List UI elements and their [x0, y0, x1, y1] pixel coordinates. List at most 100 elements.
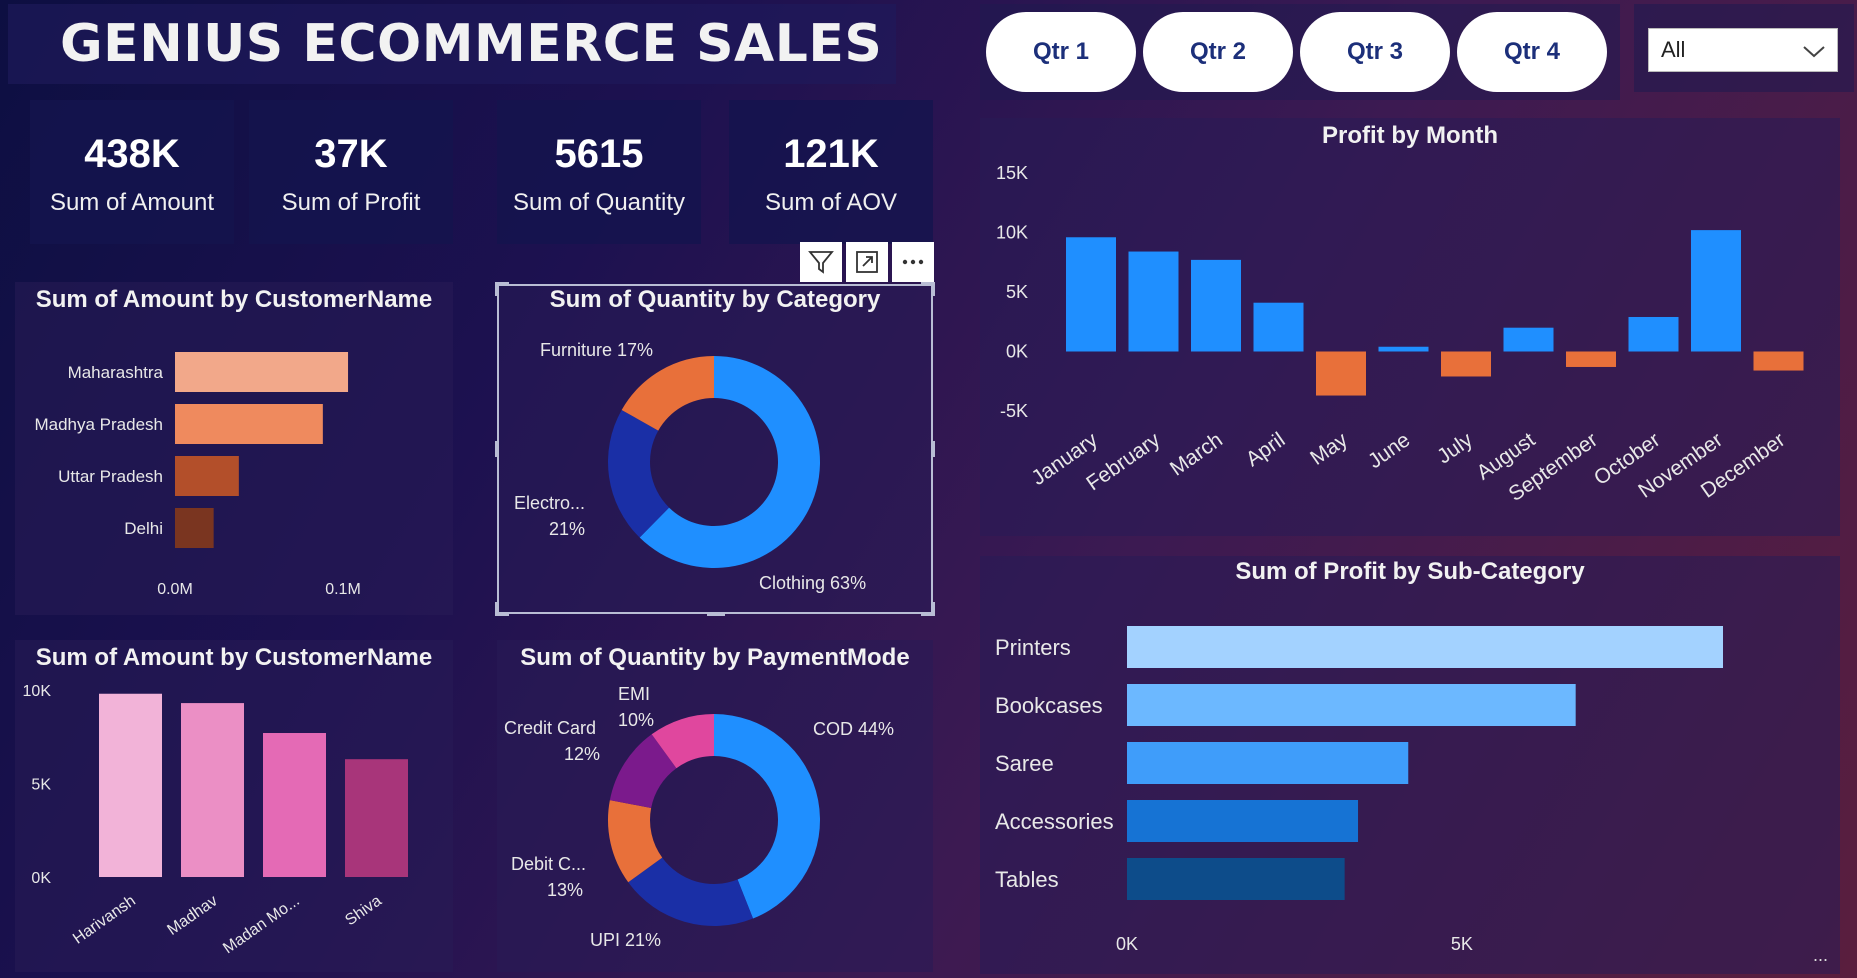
qtr-3-button[interactable]: Qtr 3 [1300, 12, 1450, 92]
resize-handle[interactable] [495, 282, 499, 296]
bar [181, 703, 244, 877]
bar [1127, 800, 1359, 842]
category-label: Maharashtra [68, 363, 164, 382]
chart-title: Sum of Amount by CustomerName [35, 644, 433, 671]
bar [345, 759, 408, 877]
kpi-card-aov: 121K Sum of AOV [729, 100, 933, 244]
amount-by-state-chart: Maharashtra Madhya Pradesh Uttar Pradesh De… [34, 352, 361, 598]
resize-handle[interactable] [495, 441, 499, 457]
chart-title: Profit by Month [1322, 122, 1498, 149]
resize-handle[interactable] [707, 612, 725, 616]
qtr-4-button[interactable]: Qtr 4 [1457, 12, 1607, 92]
dropdown-value: All [1661, 37, 1686, 62]
slice-label: 13% [547, 880, 583, 900]
quantity-by-category-chart: Clothing 63% Electro... 21% Furniture 17% [514, 340, 866, 593]
slice-label: 10% [618, 710, 654, 730]
donut-slice [628, 857, 754, 926]
bar [175, 352, 349, 392]
page-title: GENIUS ECOMMERCE SALES [60, 14, 883, 74]
resize-handle[interactable] [495, 602, 499, 616]
tick-label: 10K [23, 683, 52, 700]
slice-label: Electro... [514, 493, 585, 513]
donut-slice [609, 734, 677, 809]
chevron-down-icon [1803, 46, 1825, 58]
chart-panel-quantity-by-category: Sum of Quantity by Category Clothing 63%… [497, 284, 933, 614]
donut-slice [621, 356, 714, 431]
tick-label: 15K [996, 163, 1028, 183]
bar [1191, 259, 1241, 352]
kpi-card-quantity: 5615 Sum of Quantity [497, 100, 701, 244]
slice-label: UPI 21% [590, 930, 661, 950]
resize-handle[interactable] [921, 282, 935, 286]
kpi-card-amount: 438K Sum of Amount [30, 100, 234, 244]
kpi-label: Sum of AOV [764, 189, 898, 216]
chart-panel-amount-by-customer: Sum of Amount by CustomerName 0K 5K 10K Har… [15, 640, 453, 972]
category-label: Madhya Pradesh [34, 415, 163, 434]
chart-panel-profit-by-month: Profit by Month -5K 0K 5K 10K 15K January Febr… [980, 118, 1840, 536]
quarter-slicer: Qtr 1 Qtr 2 Qtr 3 Qtr 4 [980, 4, 1620, 100]
chart-panel-profit-by-subcategory: Sum of Profit by Sub-Category Printers Bo… [980, 556, 1840, 974]
donut-slice [714, 714, 820, 919]
kpi-value: 5615 [554, 132, 644, 176]
slice-label: EMI [618, 684, 650, 704]
resize-handle[interactable] [931, 441, 935, 457]
amount-by-customer-chart: 0K 5K 10K Harivansh Madhav Madan Mo... Shiva [23, 683, 408, 957]
kpi-value: 121K [783, 132, 879, 176]
tick-label: 0.1M [325, 581, 361, 598]
slice-label: COD 44% [813, 719, 894, 739]
tick-label: -5K [1000, 401, 1028, 421]
month-label: May [1306, 428, 1352, 470]
filter-icon[interactable] [800, 242, 842, 282]
chart-title: Sum of Quantity by PaymentMode [520, 644, 910, 671]
donut-slice [608, 409, 670, 538]
month-label: July [1433, 428, 1477, 469]
month-label: March [1166, 428, 1227, 480]
month-label: June [1364, 428, 1415, 473]
bar [1128, 251, 1179, 352]
tick-label: 5K [31, 777, 51, 794]
bar [1441, 351, 1491, 377]
tick-label: 10K [996, 223, 1028, 243]
slice-label: 21% [549, 519, 585, 539]
chart-title: Sum of Profit by Sub-Category [1235, 558, 1585, 585]
category-label: Madan Mo... [220, 892, 303, 957]
bar [1127, 626, 1723, 668]
tick-label: 0K [1116, 934, 1138, 954]
bar [1316, 351, 1366, 396]
kpi-card-profit: 37K Sum of Profit [249, 100, 453, 244]
bar [1691, 230, 1741, 352]
focus-mode-icon[interactable] [846, 242, 888, 282]
more-options-icon[interactable] [892, 242, 934, 282]
slice-label: 12% [564, 744, 600, 764]
bar [175, 404, 323, 444]
chart-title: Sum of Amount by CustomerName [35, 286, 433, 313]
tick-label: 5K [1451, 934, 1473, 954]
bar [1253, 302, 1304, 352]
slice-label: Credit Card [504, 718, 596, 738]
category-label: Uttar Pradesh [58, 467, 163, 486]
qtr-1-button[interactable]: Qtr 1 [986, 12, 1136, 92]
resize-handle[interactable] [921, 612, 935, 616]
bar [175, 508, 214, 548]
resize-handle[interactable] [931, 602, 935, 616]
resize-handle[interactable] [495, 612, 509, 616]
kpi-label: Sum of Profit [281, 189, 421, 216]
resize-handle[interactable] [495, 282, 509, 286]
chart-panel-quantity-by-payment: Sum of Quantity by PaymentMode COD 44% UP… [497, 640, 933, 972]
resize-handle[interactable] [931, 282, 935, 296]
slice-label: Furniture 17% [540, 340, 653, 360]
bar [1066, 237, 1116, 352]
more-indicator: ... [1812, 945, 1828, 965]
chart-panel-amount-by-state: Sum of Amount by CustomerName Maharashtr… [15, 282, 453, 615]
qtr-2-button[interactable]: Qtr 2 [1143, 12, 1293, 92]
dropdown-slicer-panel: All [1634, 4, 1854, 92]
tick-label: 0K [1006, 342, 1028, 362]
category-label: Delhi [124, 519, 163, 538]
visual-header-toolbar [800, 242, 934, 282]
category-label: Madhav [164, 892, 220, 939]
bar [1753, 351, 1804, 371]
dropdown-slicer[interactable]: All [1648, 28, 1838, 72]
slice-label: Debit C... [511, 854, 586, 874]
month-label: April [1242, 428, 1290, 471]
slice-label: Clothing 63% [759, 573, 866, 593]
